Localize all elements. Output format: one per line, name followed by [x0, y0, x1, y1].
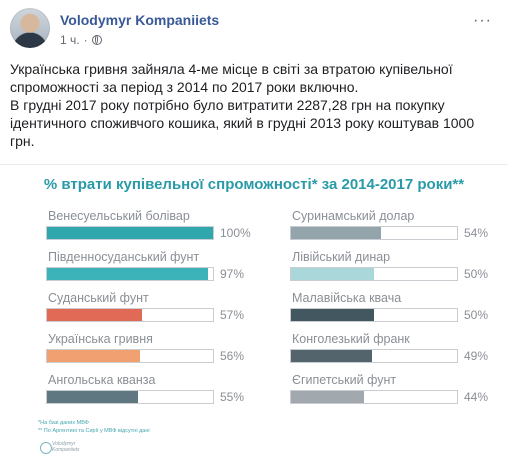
signature-mark [40, 442, 52, 454]
bar-track [290, 267, 458, 281]
bar-track [290, 349, 458, 363]
bar-category-label: Суринамський долар [292, 209, 415, 223]
bar-fill [291, 309, 374, 321]
chart-title: % втрати купівельної спроможності* за 20… [43, 176, 465, 193]
bar-fill [47, 227, 213, 239]
globe-icon [91, 35, 102, 45]
post-meta: 1 ч. · [60, 33, 102, 47]
bar-track [290, 308, 458, 322]
bar-value-label: 50% [464, 267, 489, 281]
bar-fill [47, 309, 142, 321]
bar-track [46, 390, 214, 404]
footnotes: *На базі даних МВФ ** По Аргентині та Си… [38, 419, 150, 435]
signature-line: Volodymyr [52, 441, 76, 447]
meta-separator: · [83, 33, 88, 47]
signature-text: Volodymyr Kompaniiets [52, 441, 80, 453]
bar-value-label: 56% [220, 349, 245, 363]
bar-fill [47, 268, 209, 280]
author-name[interactable]: Volodymyr Kompaniiets [60, 12, 220, 28]
signature-logo: Volodymyr Kompaniiets [40, 440, 80, 460]
footnote: ** По Аргентині та Сирії у МВФ відсутні … [38, 428, 150, 434]
bar-category-label: Малавійська квача [292, 291, 402, 305]
bar-value-label: 97% [220, 267, 245, 281]
bar-value-label: 44% [464, 390, 489, 404]
bar-value-label: 50% [464, 308, 489, 322]
more-options-button[interactable]: ··· [473, 12, 492, 29]
bar-track [46, 226, 214, 240]
bar-category-label: Лівійський динар [292, 250, 391, 264]
post-text: Українська гривня зайняла 4-ме місце в с… [10, 60, 490, 150]
footnote: *На базі даних МВФ [38, 420, 89, 426]
bar-value-label: 49% [464, 349, 489, 363]
bar-category-label: Єгипетський фунт [292, 373, 397, 387]
bar-category-label: Суданський фунт [48, 291, 149, 305]
bar-value-label: 55% [220, 390, 245, 404]
post-paragraph: В грудні 2017 року потрібно було витрати… [10, 97, 475, 149]
bar-track [46, 267, 214, 281]
bar-value-label: 54% [464, 226, 489, 240]
bar-category-label: Венесуельський болівар [48, 209, 190, 223]
post-header: Volodymyr Kompaniiets 1 ч. · ··· [10, 8, 498, 52]
bar-track [46, 349, 214, 363]
post-paragraph: Українська гривня зайняла 4-ме місце в с… [10, 61, 453, 95]
bar-value-label: 57% [220, 308, 245, 322]
avatar[interactable] [10, 8, 50, 48]
bar-category-label: Конголезький франк [292, 332, 410, 346]
bar-fill [47, 391, 139, 403]
bar-value-label: 100% [220, 226, 251, 240]
bar-track [46, 308, 214, 322]
bar-fill [291, 227, 381, 239]
bar-category-label: Українська гривня [48, 332, 153, 346]
signature-line: Kompaniiets [52, 447, 80, 453]
bar-category-label: Південносуданський фунт [48, 250, 200, 264]
bar-track [290, 390, 458, 404]
bar-fill [291, 350, 373, 362]
post-time[interactable]: 1 ч. [60, 33, 80, 47]
bar-fill [291, 268, 374, 280]
infographic-image[interactable]: % втрати купівельної спроможності* за 20… [0, 164, 508, 465]
bar-track [290, 226, 458, 240]
bar-fill [291, 391, 365, 403]
bar-fill [47, 350, 140, 362]
bar-category-label: Ангольська кванза [48, 373, 156, 387]
